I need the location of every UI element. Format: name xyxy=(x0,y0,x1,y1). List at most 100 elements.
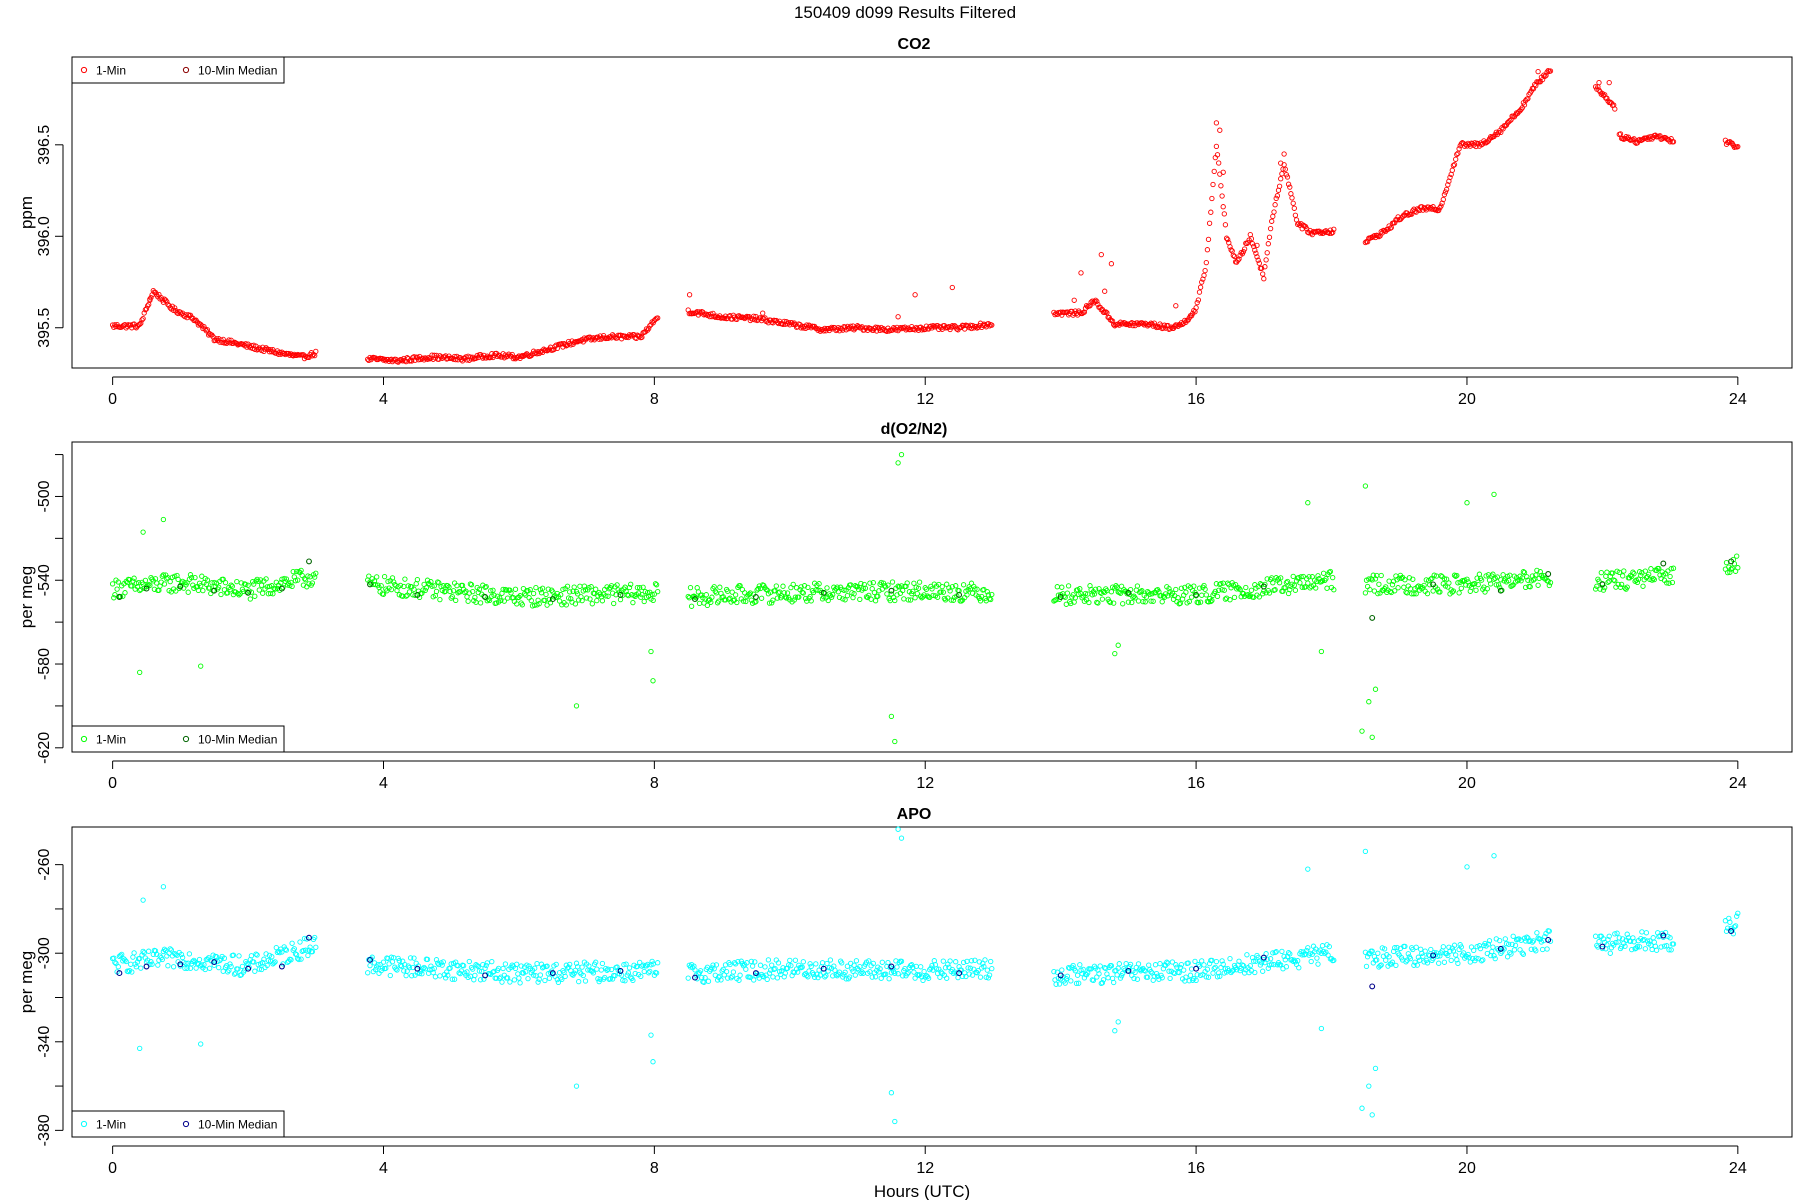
one-min-point xyxy=(1386,578,1392,584)
one-min-point xyxy=(1103,965,1109,972)
one-min-point xyxy=(1315,573,1321,579)
one-min-point xyxy=(1616,935,1622,941)
one-min-point xyxy=(1241,246,1248,252)
one-min-point xyxy=(406,589,413,595)
one-min-point xyxy=(231,971,238,977)
one-min-point xyxy=(964,592,970,598)
one-min-point xyxy=(608,966,615,973)
one-min-point xyxy=(782,970,788,976)
figure-title: 150409 d099 Results Filtered xyxy=(794,3,1016,22)
one-min-point xyxy=(142,577,149,584)
one-min-point xyxy=(305,952,311,959)
one-min-point xyxy=(1191,583,1197,589)
one-min-point xyxy=(643,326,650,332)
one-min-point xyxy=(375,962,381,968)
one-min-point xyxy=(1296,965,1302,971)
one-min-point xyxy=(1317,230,1323,236)
one-min-point xyxy=(1248,236,1255,242)
one-min-point xyxy=(1534,930,1540,936)
one-min-point xyxy=(1664,943,1670,949)
one-min-point xyxy=(776,968,783,975)
one-min-point xyxy=(138,320,144,326)
one-min-point xyxy=(1666,580,1672,586)
one-min-point xyxy=(447,588,453,595)
one-min-point xyxy=(372,966,379,973)
one-min-point xyxy=(577,583,583,589)
one-min-point xyxy=(1273,949,1279,955)
one-min-point xyxy=(546,975,553,981)
one-min-point xyxy=(1398,575,1405,581)
one-min-point xyxy=(918,964,924,970)
one-min-point xyxy=(122,957,128,963)
one-min-point xyxy=(160,516,167,523)
one-min-point xyxy=(1282,585,1288,591)
ten-min-median-point xyxy=(1193,591,1200,598)
one-min-point xyxy=(949,284,955,291)
legend: 1-Min 10-Min Median xyxy=(71,1110,285,1138)
one-min-point xyxy=(648,648,654,655)
one-min-point xyxy=(1188,966,1195,972)
one-min-point xyxy=(299,948,305,954)
one-min-point xyxy=(1227,597,1233,603)
one-min-point xyxy=(1298,574,1304,580)
one-min-point xyxy=(747,974,753,981)
one-min-point xyxy=(1402,943,1408,950)
one-min-point xyxy=(555,979,562,986)
one-min-point xyxy=(834,584,840,590)
one-min-point xyxy=(1115,642,1121,648)
x-tick-label: 4 xyxy=(379,391,388,408)
one-min-point xyxy=(283,576,290,582)
one-min-point xyxy=(541,964,547,970)
y-axis-label: ppm xyxy=(17,196,36,229)
one-min-point xyxy=(1323,576,1329,582)
one-min-point xyxy=(1474,575,1480,581)
one-min-point xyxy=(232,970,239,976)
one-min-point xyxy=(1285,950,1292,956)
legend-marker xyxy=(182,1120,190,1128)
one-min-point xyxy=(958,598,964,604)
one-min-point xyxy=(1424,590,1431,597)
one-min-point xyxy=(640,584,646,590)
one-min-point xyxy=(919,974,925,980)
one-min-point xyxy=(1369,734,1375,740)
one-min-point xyxy=(795,969,801,975)
ten-min-median-point xyxy=(211,587,218,594)
one-min-point xyxy=(497,975,503,982)
one-min-point xyxy=(257,577,264,583)
y-tick-label: -300 xyxy=(36,937,53,969)
one-min-point xyxy=(579,597,585,604)
one-min-point xyxy=(1307,227,1313,234)
one-min-point xyxy=(1669,579,1676,586)
one-min-point xyxy=(922,326,928,333)
one-min-point xyxy=(1096,586,1102,592)
one-min-point xyxy=(722,597,729,603)
one-min-point xyxy=(947,958,953,964)
one-min-point xyxy=(791,597,797,603)
one-min-point xyxy=(1077,962,1083,968)
one-min-point xyxy=(1366,1083,1372,1089)
one-min-point xyxy=(852,972,858,978)
one-min-point xyxy=(1369,948,1375,954)
one-min-point xyxy=(164,576,170,582)
one-min-point xyxy=(431,965,437,972)
one-min-point xyxy=(1547,579,1554,586)
ten-min-median-point xyxy=(692,974,698,981)
one-min-point xyxy=(1174,964,1180,970)
one-min-point xyxy=(784,590,791,596)
one-min-point xyxy=(912,292,918,298)
one-min-point xyxy=(1186,978,1192,984)
one-min-point xyxy=(940,958,946,964)
x-tick-label: 16 xyxy=(1187,1160,1205,1177)
one-min-point xyxy=(448,961,454,967)
one-min-point xyxy=(582,978,589,984)
ten-min-median-point xyxy=(116,970,123,977)
one-min-point xyxy=(394,967,400,973)
one-min-point xyxy=(243,341,249,347)
one-min-point xyxy=(558,592,564,598)
one-min-point xyxy=(377,961,383,968)
one-min-point xyxy=(1515,578,1521,584)
one-min-point xyxy=(1281,953,1287,960)
one-min-point xyxy=(517,980,523,986)
one-min-point xyxy=(115,964,121,970)
one-min-point xyxy=(1265,241,1271,247)
